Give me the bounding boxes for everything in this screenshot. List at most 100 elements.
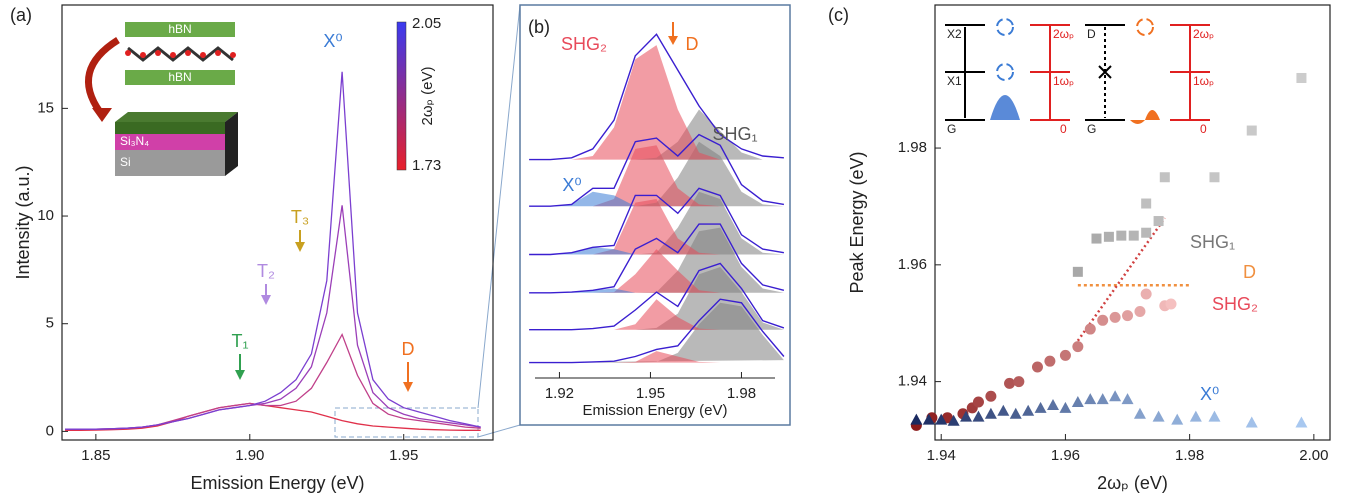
y-tick-label: 15 [37,99,54,116]
point [1141,227,1152,238]
point [1072,341,1084,353]
spectrum [529,223,785,294]
point [997,404,1010,416]
spectrum [529,33,784,161]
arrow-head [668,36,678,45]
series-label: SHG₂ [1212,294,1258,314]
component-fill [529,288,784,293]
level-label: 1ωₚ [1053,74,1074,88]
point [1189,410,1202,422]
point [1116,230,1127,241]
zoom-connector [334,4,521,438]
inset-a: hBN hBN Si₃N₄ Si [84,22,238,176]
inset-c [945,18,1210,124]
point [1071,396,1084,408]
point [1096,393,1109,405]
x-tick-label: 1.94 [927,447,956,464]
line-label: D [1243,262,1256,282]
panel-b-frame [519,4,791,426]
arrow-head [295,242,305,252]
x-tick-label: 2.00 [1299,447,1328,464]
spectrum [65,402,481,431]
level-label: X2 [947,27,962,41]
y-axis-label: Intensity (a.u.) [13,165,33,279]
reference-line [1076,217,1166,342]
x-tick-label: 1.92 [545,385,574,402]
point [1152,410,1165,422]
level-label: 1ωₚ [1193,74,1214,88]
component-fill [529,247,784,255]
panel-title: (b) [528,17,550,37]
point [1084,323,1096,335]
component-fill [529,191,784,255]
spectrum [65,205,481,430]
y-tick-label: 1.96 [898,256,927,273]
y-tick-label: 1.94 [898,373,927,390]
spectrum [529,262,785,331]
point [1109,390,1122,402]
annotation: SHG₁ [712,124,757,144]
component-fill [529,299,784,330]
point [910,413,923,425]
annotation: X⁰ [323,31,342,51]
point [1165,298,1177,310]
point [1134,306,1146,318]
series-label: SHG₁ [1190,232,1235,252]
point [1097,314,1109,326]
inset-c-labels: X2 X1 G 2ωₚ 1ωₚ 0 D G 2ωₚ 1ωₚ 0 [947,27,1214,136]
point [972,396,984,408]
point [1209,172,1220,183]
component-fill [529,109,784,160]
y-tick-label: 1.98 [898,139,927,156]
point [1141,198,1152,209]
spectrum [65,332,481,430]
x-tick-label: 1.98 [727,385,756,402]
point [1171,413,1184,425]
point [922,413,935,425]
plot-frame [934,4,1331,441]
point [1044,355,1056,367]
annotation: D [402,339,415,359]
y-tick-label: 5 [46,315,54,332]
point [1246,125,1257,136]
y-tick-label: 0 [46,422,54,439]
point [1140,288,1152,300]
x-tick-label: 1.95 [389,447,418,464]
x-tick-label: 1.98 [1175,447,1204,464]
point [1103,231,1114,242]
panel-title: (a) [10,5,32,25]
point [1121,393,1134,405]
point [1059,401,1072,413]
inset-label: hBN [168,22,191,36]
inset-label: Si [120,155,131,169]
point [947,414,960,426]
point [1009,407,1022,419]
spectrum [529,133,785,207]
spectrum [65,71,481,430]
point [1295,416,1308,428]
point [935,413,948,425]
colorbar-label: 2ωₚ (eV) [419,67,436,126]
x-tick-label: 1.95 [636,385,665,402]
point [972,410,985,422]
component-fill [529,199,784,255]
inset-label: hBN [168,70,191,84]
point [960,410,973,422]
point [1245,416,1258,428]
panel-title: (c) [828,5,849,25]
point [1059,349,1071,361]
colorbar [396,21,407,171]
point [1013,376,1025,388]
point [1122,310,1134,322]
y-axis-label: Peak Energy (eV) [847,151,867,293]
point [1047,398,1060,410]
point [1128,230,1139,241]
point [985,390,997,402]
point [1296,72,1307,83]
level-label: 2ωₚ [1053,27,1074,41]
level-label: G [1087,122,1096,136]
y-tick-label: 10 [37,207,54,224]
inset-label: Si₃N₄ [120,134,149,148]
point [984,407,997,419]
